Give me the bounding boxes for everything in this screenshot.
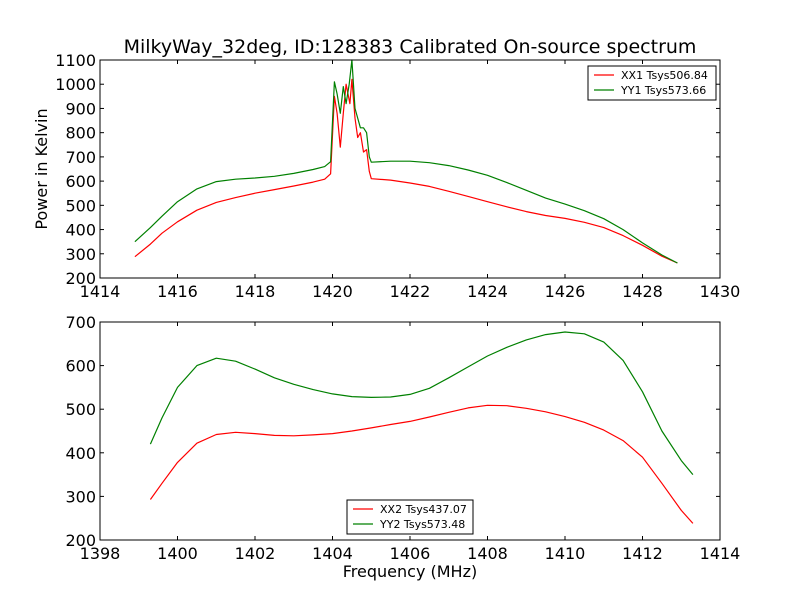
y-tick-label: 600 <box>65 357 96 376</box>
y-tick-label: 600 <box>65 172 96 191</box>
legend-box <box>346 499 474 535</box>
y-tick-label: 400 <box>65 221 96 240</box>
top-plot-area: 1414 1416 1418 1420 1422 1424 1426 1428 1430 200 3… <box>55 51 740 301</box>
y-tick-label: 300 <box>65 487 96 506</box>
x-tick-label: 1414 <box>80 282 121 301</box>
x-tick-label: 1410 <box>545 544 586 563</box>
x-tick-label: 1428 <box>622 282 663 301</box>
x-tick-label: 1430 <box>700 282 741 301</box>
y-tick-label: 500 <box>65 400 96 419</box>
y-tick-label: 500 <box>65 196 96 215</box>
y-tick-label: 900 <box>65 99 96 118</box>
bottom-plot-area: 1398 1400 1402 1404 1406 1408 1410 1412 1414 200 3… <box>65 313 740 563</box>
series-line-xx2 <box>149 404 694 524</box>
legend-label: XX2 Tsys437.07 <box>380 503 467 516</box>
y-tick-label: 400 <box>65 444 96 463</box>
x-tick-label: 1402 <box>235 544 276 563</box>
y-tick-label: 800 <box>65 124 96 143</box>
legend-label: XX1 Tsys506.84 <box>621 69 708 82</box>
y-tick-label: 700 <box>65 313 96 332</box>
legend: XX1 Tsys506.84 YY1 Tsys573.66 <box>587 65 717 101</box>
y-tick-label: 1100 <box>55 51 96 70</box>
x-tick-label: 1400 <box>157 544 198 563</box>
x-tick-label: 1426 <box>545 282 586 301</box>
x-tick-label: 1408 <box>467 544 508 563</box>
x-axis-label: Frequency (MHz) <box>343 562 477 581</box>
series-line-xx1 <box>134 78 678 264</box>
x-tick-label: 1422 <box>390 282 431 301</box>
y-tick-label: 1000 <box>55 75 96 94</box>
series-line-yy2 <box>149 331 694 475</box>
x-tick-label: 1416 <box>157 282 198 301</box>
x-tick-label: 1418 <box>235 282 276 301</box>
x-tick-label: 1420 <box>312 282 353 301</box>
legend-label: YY1 Tsys573.66 <box>620 84 706 97</box>
y-tick-label: 200 <box>65 269 96 288</box>
legend: XX2 Tsys437.07 YY2 Tsys573.48 <box>346 499 474 535</box>
legend-box <box>587 65 717 101</box>
y-axis-label: Power in Kelvin <box>32 108 51 229</box>
x-tick-label: 1424 <box>467 282 508 301</box>
y-tick-label: 700 <box>65 148 96 167</box>
x-tick-label: 1406 <box>390 544 431 563</box>
chart-title: MilkyWay_32deg, ID:128383 Calibrated On-… <box>124 36 697 58</box>
legend-label: YY2 Tsys573.48 <box>379 518 465 531</box>
series-line-yy1 <box>134 59 678 264</box>
x-tick-label: 1398 <box>80 544 121 563</box>
y-tick-label: 200 <box>65 531 96 550</box>
x-tick-label: 1414 <box>700 544 741 563</box>
x-tick-label: 1412 <box>622 544 663 563</box>
y-tick-label: 300 <box>65 245 96 264</box>
x-tick-label: 1404 <box>312 544 353 563</box>
